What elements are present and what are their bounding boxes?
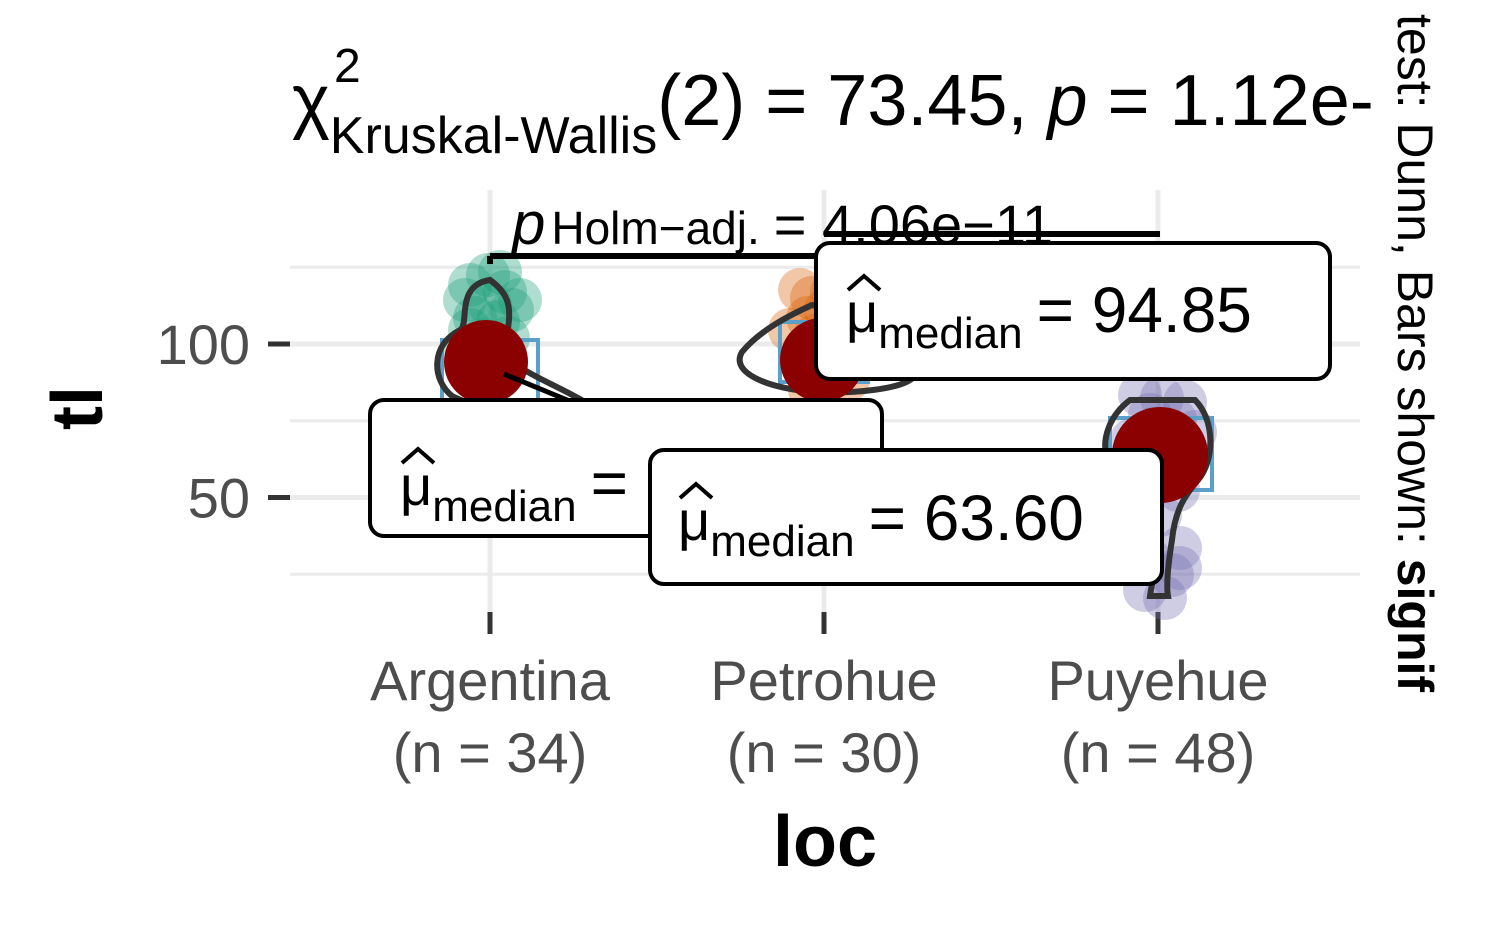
subtitle-chi: χ	[292, 61, 330, 141]
subtitle-rest: (2) = 73.45,	[657, 61, 1047, 141]
rotated-caption-part2: signif	[1387, 559, 1443, 693]
median-label-box	[814, 241, 1332, 381]
median-label-petrohue: μmedian = 94.85	[814, 241, 1332, 381]
x-tick-label: Argentina	[370, 649, 611, 712]
median-label-text: μmedian = 63.60	[678, 482, 1084, 566]
median-value: = 94.85	[1037, 274, 1252, 346]
x-tick-label: Petrohue	[710, 649, 937, 712]
pairwise-p-sub: Holm−adj.	[551, 202, 759, 254]
median-label-text: μmedian = 94.85	[846, 274, 1252, 358]
subtitle-sup: 2	[334, 40, 361, 93]
y-tick-label: 50	[188, 467, 250, 530]
x-axis: Argentina (n = 34) Petrohue (n = 30) Puyehue…	[370, 612, 1269, 784]
hat-icon	[400, 446, 436, 465]
mu-symbol: μ	[846, 281, 878, 344]
x-tick-count-label: (n = 48)	[1061, 721, 1256, 784]
data-point	[490, 288, 534, 332]
median-value: = 63.60	[869, 482, 1084, 554]
data-point	[778, 268, 822, 312]
data-point	[1118, 373, 1162, 417]
y-axis-title: tl	[38, 386, 118, 430]
subtitle: χKruskal-Wallis(2) = 73.45, p = 1.12e-	[292, 61, 1374, 165]
subtitle-p: p	[1045, 61, 1087, 141]
x-axis-title: loc	[773, 802, 877, 882]
hat-icon	[846, 273, 882, 292]
median-sub: median	[432, 482, 576, 531]
y-axis: 50 100	[157, 313, 290, 530]
label-pointer	[503, 371, 573, 405]
x-tick-count-label: (n = 30)	[727, 721, 922, 784]
median-dot-argentina	[444, 320, 528, 404]
subtitle-rest2: = 1.12e-	[1088, 61, 1374, 141]
x-tick-label: Puyehue	[1047, 649, 1268, 712]
data-point	[448, 263, 492, 307]
pairwise-p-symbol: p	[510, 190, 545, 257]
median-sub: median	[878, 309, 1022, 358]
mu-symbol: μ	[678, 489, 710, 552]
median-sub: median	[710, 517, 854, 566]
mu-symbol: μ	[400, 454, 432, 517]
median-label-box	[648, 448, 1164, 586]
subtitle-sub: Kruskal-Wallis	[330, 107, 657, 165]
rotated-caption-part1: test: Dunn, Bars shown:	[1387, 14, 1443, 559]
y-tick-label: 100	[157, 313, 250, 376]
median-label-puyehue: μmedian = 63.60	[648, 448, 1164, 586]
x-tick-count-label: (n = 34)	[393, 721, 588, 784]
hat-icon	[678, 481, 714, 500]
rotated-caption: test: Dunn, Bars shown: signif	[1387, 14, 1443, 692]
